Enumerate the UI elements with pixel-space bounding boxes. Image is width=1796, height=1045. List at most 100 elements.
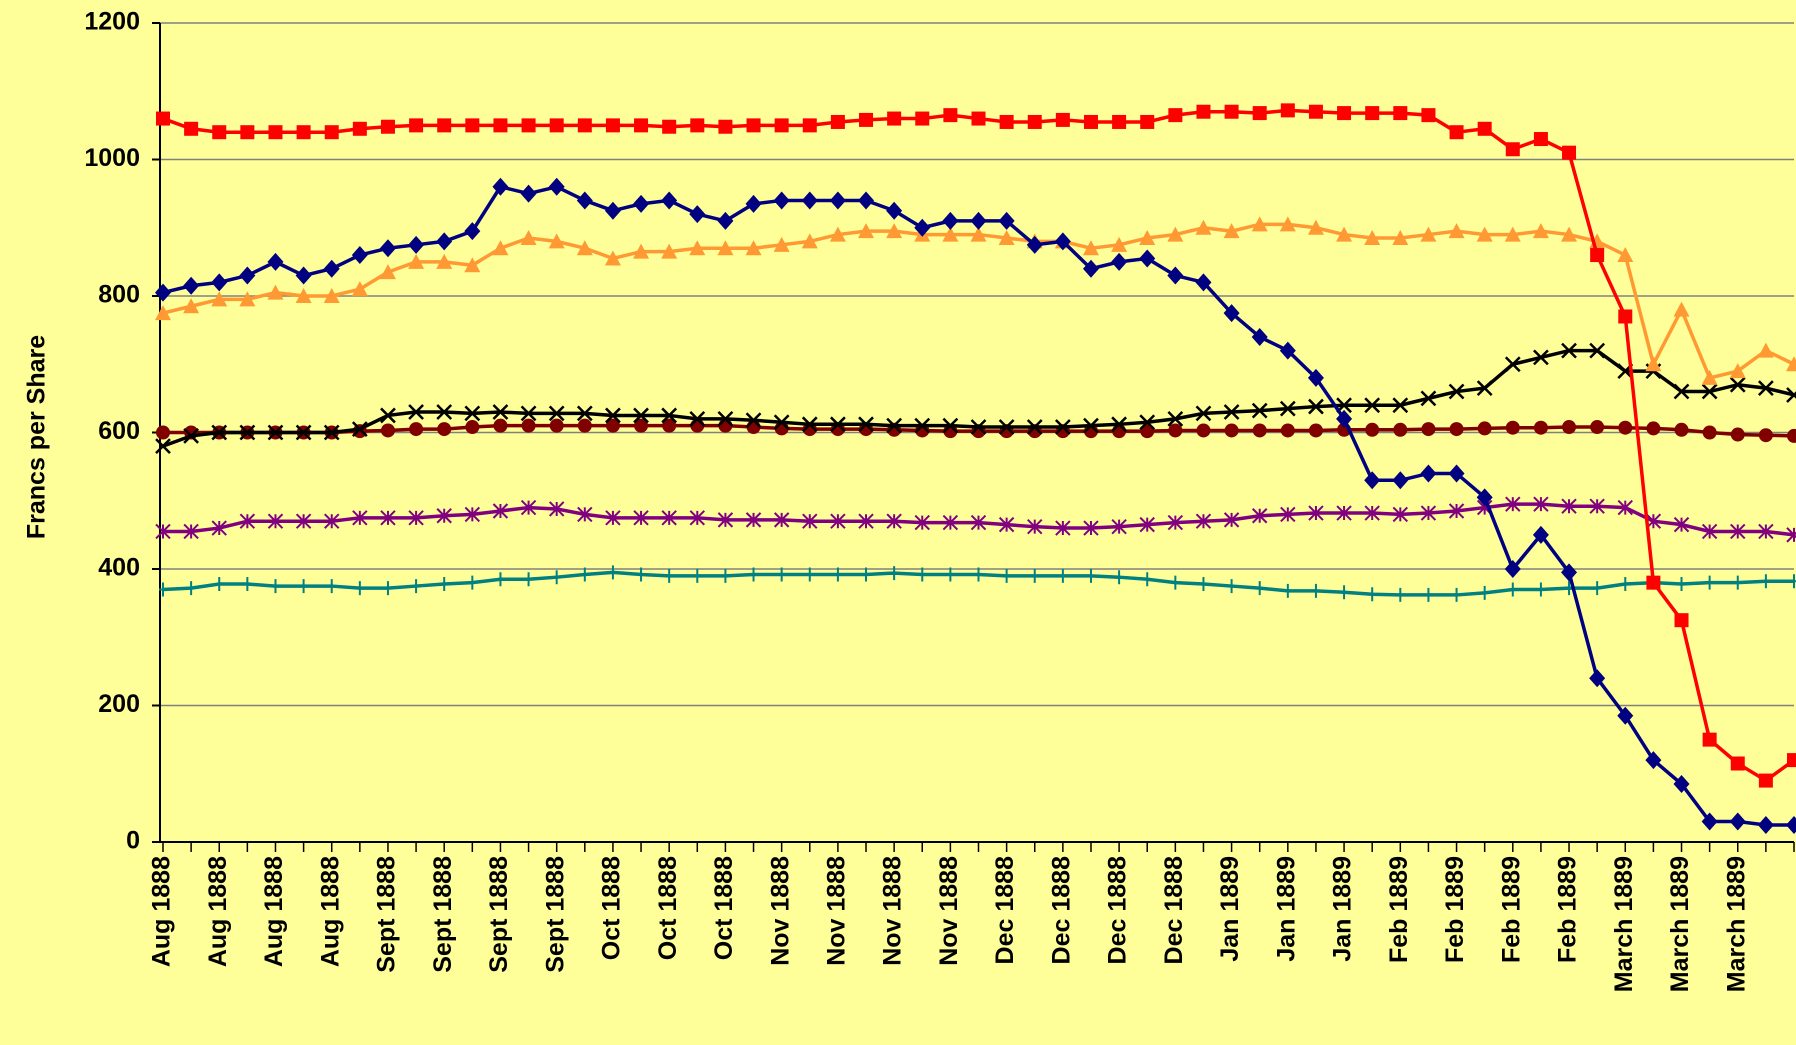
marker <box>1787 753 1796 768</box>
marker <box>1195 513 1212 529</box>
marker <box>493 418 508 433</box>
marker <box>1476 226 1493 242</box>
x-tick-label: Sept 1888 <box>485 856 513 973</box>
marker <box>717 240 734 256</box>
marker <box>524 572 533 587</box>
marker <box>1251 327 1268 346</box>
marker <box>1311 583 1320 598</box>
series <box>155 342 1796 455</box>
marker <box>295 424 312 441</box>
marker <box>1143 572 1152 587</box>
marker <box>745 412 762 429</box>
y-tick-label: 200 <box>98 690 140 718</box>
marker <box>1757 342 1774 358</box>
marker <box>380 407 396 424</box>
marker <box>829 226 846 242</box>
marker <box>1645 751 1662 770</box>
marker <box>324 513 340 529</box>
marker <box>974 567 983 582</box>
marker <box>1083 417 1099 434</box>
marker <box>1111 236 1128 252</box>
marker <box>970 211 987 230</box>
marker <box>159 582 167 597</box>
marker <box>970 226 987 242</box>
marker <box>1223 304 1240 323</box>
marker <box>862 567 871 582</box>
marker <box>1279 216 1296 232</box>
marker <box>1392 506 1409 523</box>
marker <box>1590 248 1605 263</box>
marker <box>1787 428 1796 443</box>
marker <box>1336 409 1353 428</box>
marker <box>1255 581 1264 596</box>
marker <box>689 240 706 256</box>
marker <box>1283 583 1292 598</box>
marker <box>437 422 452 437</box>
marker <box>1111 518 1127 535</box>
marker <box>409 422 424 437</box>
marker <box>604 201 621 220</box>
x-tick-label: Feb 1889 <box>1441 856 1469 963</box>
marker <box>830 513 846 529</box>
marker <box>1336 226 1353 242</box>
marker <box>914 514 930 531</box>
marker <box>1757 815 1774 834</box>
marker <box>183 276 200 295</box>
marker <box>1673 774 1690 793</box>
x-tick-label: Dec 1888 <box>991 856 1019 965</box>
x-tick-label: Dec 1888 <box>1104 856 1132 965</box>
marker <box>1480 585 1489 600</box>
marker <box>183 428 200 444</box>
x-tick-label: Nov 1888 <box>766 856 794 966</box>
marker <box>801 233 818 249</box>
marker <box>268 125 283 140</box>
marker <box>295 266 312 285</box>
marker <box>829 191 846 210</box>
marker <box>1223 404 1240 420</box>
marker <box>324 125 339 140</box>
marker <box>605 510 621 526</box>
marker <box>942 514 959 531</box>
marker <box>1645 356 1662 372</box>
marker <box>409 118 424 133</box>
marker <box>436 253 453 269</box>
marker <box>1448 223 1465 239</box>
marker <box>379 264 396 280</box>
marker <box>1252 423 1267 438</box>
marker <box>496 572 505 587</box>
marker <box>464 405 481 422</box>
marker <box>211 273 228 292</box>
marker <box>408 235 425 254</box>
marker <box>1701 523 1718 540</box>
marker <box>717 512 734 528</box>
marker <box>323 259 340 278</box>
marker <box>942 417 959 434</box>
marker <box>1618 309 1633 324</box>
marker <box>156 111 170 126</box>
marker <box>576 191 593 210</box>
marker <box>548 405 565 422</box>
y-tick-label: 400 <box>98 554 140 582</box>
marker <box>155 283 171 302</box>
marker <box>1308 423 1323 438</box>
marker <box>1140 114 1155 129</box>
marker <box>665 568 674 583</box>
marker <box>552 570 561 585</box>
marker <box>1448 503 1465 519</box>
marker <box>521 118 536 133</box>
marker <box>465 420 480 435</box>
marker <box>1561 226 1578 242</box>
marker <box>437 118 452 133</box>
marker <box>633 510 649 526</box>
marker <box>661 510 677 526</box>
marker <box>549 118 564 133</box>
marker <box>1533 132 1548 147</box>
marker <box>1452 587 1461 602</box>
marker <box>805 567 814 582</box>
marker <box>1027 114 1042 129</box>
marker <box>633 407 649 424</box>
marker <box>946 567 955 582</box>
x-tick-label: Oct 1888 <box>710 856 738 960</box>
marker <box>1308 505 1324 521</box>
marker <box>1421 422 1436 437</box>
